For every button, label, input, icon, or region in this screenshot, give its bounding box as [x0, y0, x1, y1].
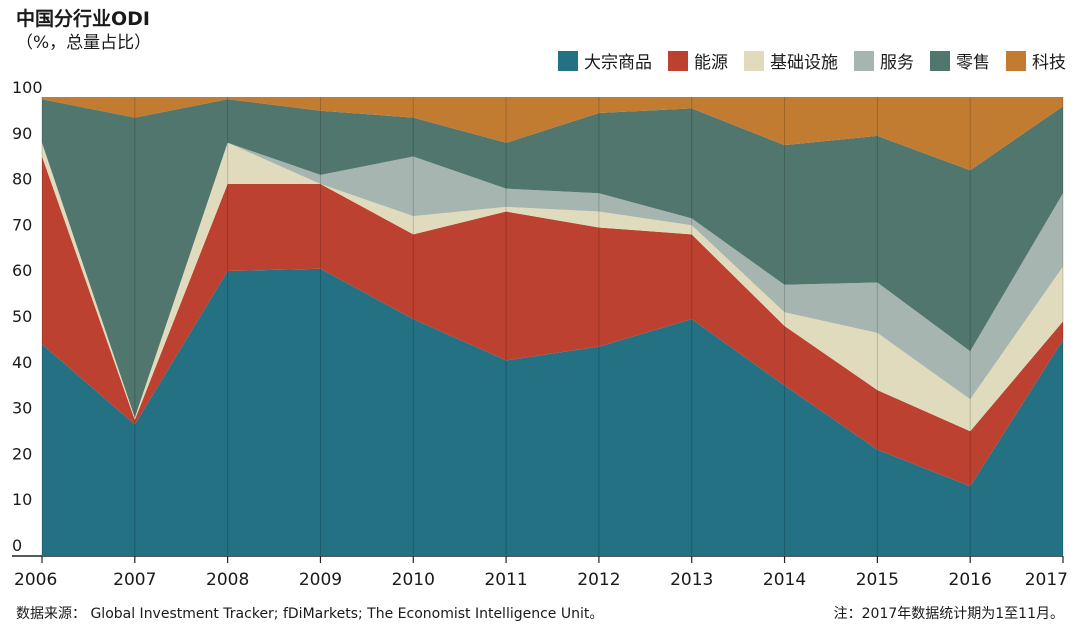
- area-series-4: [42, 99, 1063, 418]
- area-series-1: [42, 156, 1063, 487]
- x-tick-label: 2013: [670, 570, 713, 590]
- legend-label: 能源: [694, 53, 728, 73]
- legend-swatch: [1006, 50, 1026, 71]
- x-tick-label: 2009: [299, 570, 342, 590]
- y-tick-label: 30: [12, 399, 32, 418]
- x-tick-label: 2014: [763, 570, 806, 590]
- x-tick-label: 2012: [577, 570, 620, 590]
- x-tick-label: 2015: [856, 570, 899, 590]
- legend-swatch: [930, 50, 950, 71]
- area-series-3: [42, 142, 1063, 418]
- legend-label: 基础设施: [770, 53, 838, 73]
- legend-item: 基础设施: [744, 48, 838, 73]
- y-tick-label: 60: [12, 261, 32, 280]
- x-tick-label: 2016: [949, 570, 992, 590]
- x-tick-label: 2010: [392, 570, 435, 590]
- x-tick-label: 2011: [484, 570, 527, 590]
- legend-swatch: [744, 50, 764, 71]
- y-tick-label: 10: [12, 490, 32, 509]
- legend: 大宗商品 能源 基础设施 服务 零售 科技: [558, 48, 1066, 73]
- legend-item: 零售: [930, 48, 990, 73]
- y-tick-label: 0: [12, 536, 22, 555]
- area-series-2: [42, 142, 1063, 432]
- legend-label: 服务: [880, 53, 914, 73]
- legend-swatch: [668, 50, 688, 71]
- x-tick-label: 2007: [113, 570, 156, 590]
- y-tick-label: 20: [12, 444, 32, 463]
- source-note: 数据来源： Global Investment Tracker; fDiMark…: [16, 606, 604, 622]
- y-tick-label: 70: [12, 215, 32, 234]
- legend-item: 能源: [668, 48, 728, 73]
- chart-subtitle: （%，总量占比）: [16, 33, 152, 53]
- legend-item: 大宗商品: [558, 48, 652, 73]
- legend-label: 零售: [956, 53, 990, 73]
- y-tick-label: 50: [12, 307, 32, 326]
- legend-label: 大宗商品: [584, 53, 652, 73]
- y-tick-label: 100: [12, 78, 43, 97]
- footnote: 注：2017年数据统计期为1至11月。: [833, 606, 1064, 622]
- x-tick-label: 2017: [1025, 570, 1068, 590]
- y-tick-label: 40: [12, 353, 32, 372]
- area-series-5: [42, 97, 1063, 171]
- legend-label: 科技: [1032, 53, 1066, 73]
- legend-swatch: [558, 50, 578, 71]
- legend-swatch: [854, 50, 874, 71]
- y-tick-label: 90: [12, 124, 32, 143]
- legend-item: 科技: [1006, 48, 1066, 73]
- x-tick-label: 2008: [206, 570, 249, 590]
- chart-title: 中国分行业ODI: [16, 8, 150, 30]
- legend-item: 服务: [854, 48, 914, 73]
- area-series-0: [42, 268, 1063, 555]
- x-tick-label: 2006: [14, 570, 57, 590]
- y-tick-label: 80: [12, 170, 32, 189]
